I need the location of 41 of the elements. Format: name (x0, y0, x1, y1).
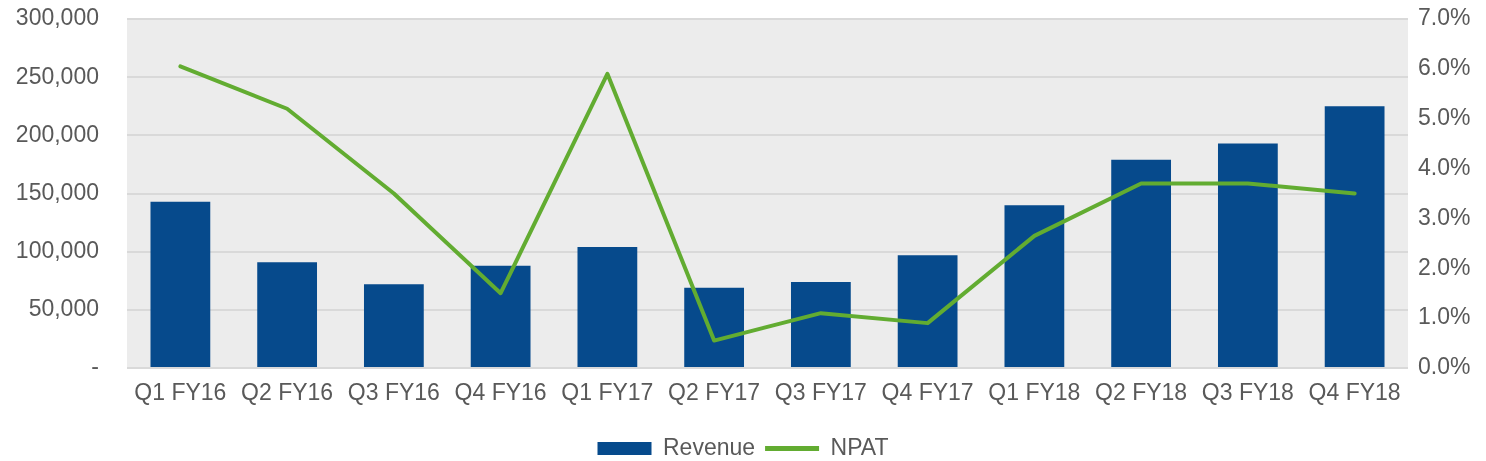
y2-tick-label: 5.0% (1418, 104, 1471, 131)
y-tick-label: 300,000 (15, 4, 99, 31)
y2-tick-label: 2.0% (1418, 253, 1471, 280)
x-tick-label: Q1 FY18 (988, 379, 1081, 406)
x-tick-label: Q2 FY17 (668, 379, 761, 406)
bar (790, 281, 851, 367)
bar (1324, 106, 1385, 367)
bar (257, 262, 318, 367)
y2-tick-label: 0.0% (1418, 353, 1471, 380)
y2-tick-label: 6.0% (1418, 54, 1471, 81)
x-tick-label: Q2 FY18 (1095, 379, 1188, 406)
bar (1217, 143, 1278, 367)
y-tick-label: - (91, 353, 99, 380)
y2-tick-label: 4.0% (1418, 153, 1471, 180)
x-tick-label: Q4 FY17 (881, 379, 974, 406)
y2-tick-label: 3.0% (1418, 203, 1471, 230)
y-tick-label: 250,000 (15, 62, 99, 89)
bar (897, 255, 958, 367)
y-tick-label: 100,000 (15, 237, 99, 264)
x-tick-label: Q3 FY16 (347, 379, 440, 406)
bar (470, 265, 531, 367)
legend-label: Revenue (663, 433, 756, 460)
x-tick-label: Q3 FY17 (774, 379, 867, 406)
x-tick-label: Q1 FY16 (134, 379, 227, 406)
y2-tick-label: 7.0% (1418, 4, 1471, 31)
x-tick-label: Q4 FY18 (1308, 379, 1401, 406)
bar (363, 284, 424, 367)
x-tick-label: Q4 FY16 (454, 379, 547, 406)
y-tick-label: 150,000 (15, 178, 99, 205)
bar (1111, 159, 1172, 367)
y2-tick-label: 1.0% (1418, 303, 1471, 330)
y-tick-label: 200,000 (15, 120, 99, 147)
bar (684, 287, 745, 367)
y-tick-label: 50,000 (28, 295, 99, 322)
x-tick-label: Q1 FY17 (561, 379, 654, 406)
bar (577, 247, 638, 367)
x-tick-label: Q3 FY18 (1201, 379, 1294, 406)
legend-label: NPAT (830, 433, 889, 460)
x-tick-label: Q2 FY16 (241, 379, 334, 406)
bar (150, 201, 211, 367)
bar (1004, 205, 1065, 367)
